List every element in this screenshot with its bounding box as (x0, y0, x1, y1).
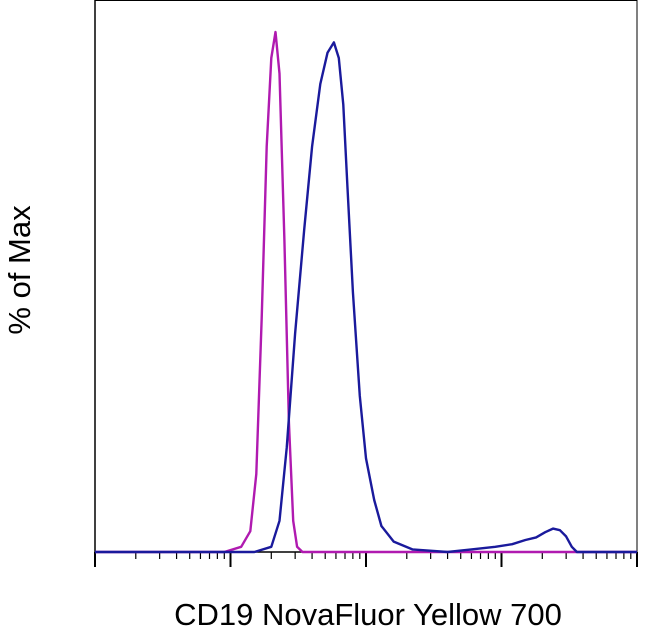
series-line-2 (95, 41, 637, 554)
series-layer (95, 30, 637, 554)
x-axis-title: CD19 NovaFluor Yellow 700 (174, 597, 562, 632)
series-line-1 (95, 30, 637, 554)
x-axis-ticks (94, 552, 638, 567)
plot-area (94, 0, 638, 553)
y-axis-title: % of Max (2, 205, 37, 335)
